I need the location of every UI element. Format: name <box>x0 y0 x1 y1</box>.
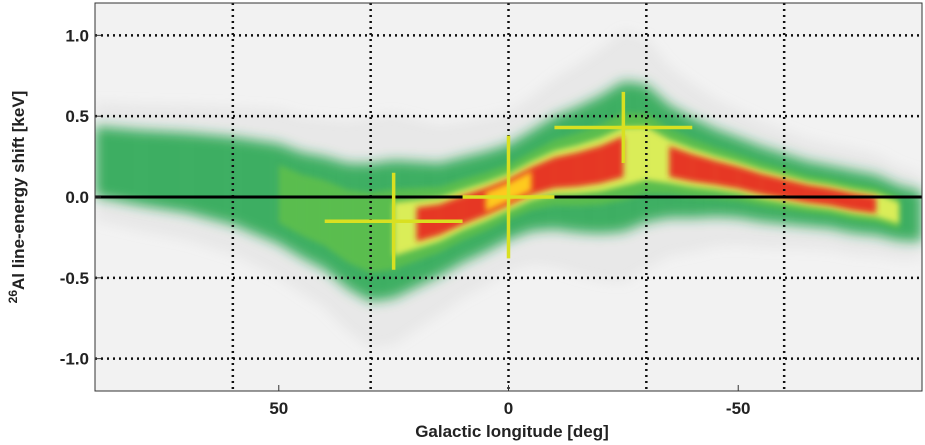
ridge-segment <box>692 154 716 185</box>
ridge-segment <box>531 157 555 195</box>
y-axis-ticks: 1.0 0.5 0.0 -0.5 -1.0 <box>60 26 101 369</box>
x-axis-ticks: 50 0 -50 <box>269 385 751 418</box>
ridge-segment <box>439 195 463 235</box>
ridge-segment <box>807 184 831 206</box>
ridge-segment <box>830 188 854 211</box>
x-tick-label: 50 <box>269 399 288 418</box>
x-tick-label: 0 <box>504 399 513 418</box>
y-axis-label-superscript: 26 <box>6 290 20 304</box>
ridge-segment <box>186 132 233 225</box>
ridge-segment <box>301 174 325 246</box>
ridge-segment <box>715 160 739 189</box>
ridge-segment <box>600 136 624 184</box>
ridge-segment <box>646 126 670 184</box>
error-bar <box>462 135 555 259</box>
ridge-segment <box>370 189 394 273</box>
ridge-segment <box>508 171 532 202</box>
error-bar <box>554 91 693 164</box>
ridge-segment <box>623 126 647 186</box>
y-tick-label: 1.0 <box>65 26 89 45</box>
ridge-segment <box>278 164 302 236</box>
y-tick-label: 0.5 <box>65 107 89 126</box>
y-tick-label: -1.0 <box>60 350 89 369</box>
ridge-segment <box>669 146 693 182</box>
error-bar <box>324 172 463 270</box>
ridge-segment <box>232 137 279 244</box>
y-tick-label: -0.5 <box>60 269 89 288</box>
intensity-map <box>95 30 922 349</box>
x-axis-label: Galactic longitude [deg] <box>415 422 609 441</box>
y-axis-label: 26Al line-energy shift [keV] <box>6 91 28 304</box>
ridge-segment <box>761 173 785 199</box>
y-axis-label-text: Al line-energy shift [keV] <box>9 91 28 290</box>
ridge-segment <box>554 152 578 188</box>
error-bars <box>324 91 693 270</box>
ridge-segment <box>95 126 141 206</box>
ridge-segment <box>876 193 899 224</box>
ridge-segment <box>140 130 187 213</box>
ridge-segment <box>393 200 417 256</box>
ridge-segment <box>577 146 601 187</box>
ridge-segment <box>738 166 762 195</box>
y-tick-label: 0.0 <box>65 188 89 207</box>
x-tick-label: -50 <box>726 399 751 418</box>
ridge-segment <box>347 189 371 273</box>
ridge-segment <box>899 185 922 242</box>
